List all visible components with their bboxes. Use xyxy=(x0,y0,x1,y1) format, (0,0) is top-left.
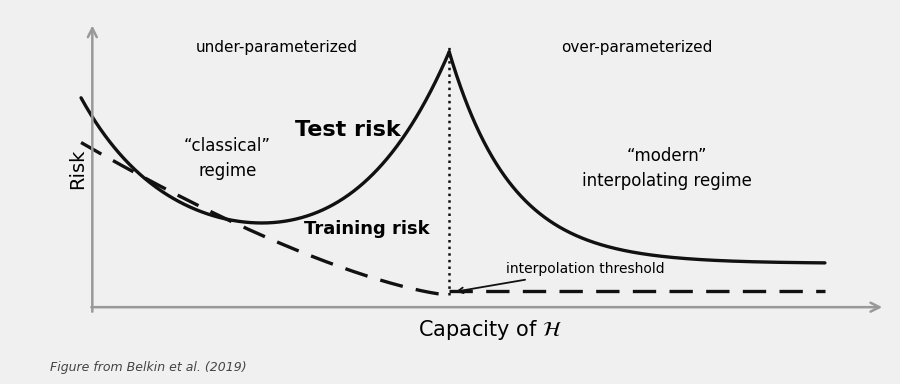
Text: “modern”
interpolating regime: “modern” interpolating regime xyxy=(582,147,752,190)
Text: “classical”
regime: “classical” regime xyxy=(184,137,271,180)
Text: Figure from Belkin et al. (2019): Figure from Belkin et al. (2019) xyxy=(50,361,246,374)
Text: Risk: Risk xyxy=(68,148,86,189)
Text: interpolation threshold: interpolation threshold xyxy=(458,263,664,293)
Text: over-parameterized: over-parameterized xyxy=(562,40,713,55)
Text: Test risk: Test risk xyxy=(295,120,400,140)
Text: under-parameterized: under-parameterized xyxy=(195,40,357,55)
Text: Capacity of $\mathcal{H}$: Capacity of $\mathcal{H}$ xyxy=(418,318,562,342)
Text: Training risk: Training risk xyxy=(304,220,429,238)
